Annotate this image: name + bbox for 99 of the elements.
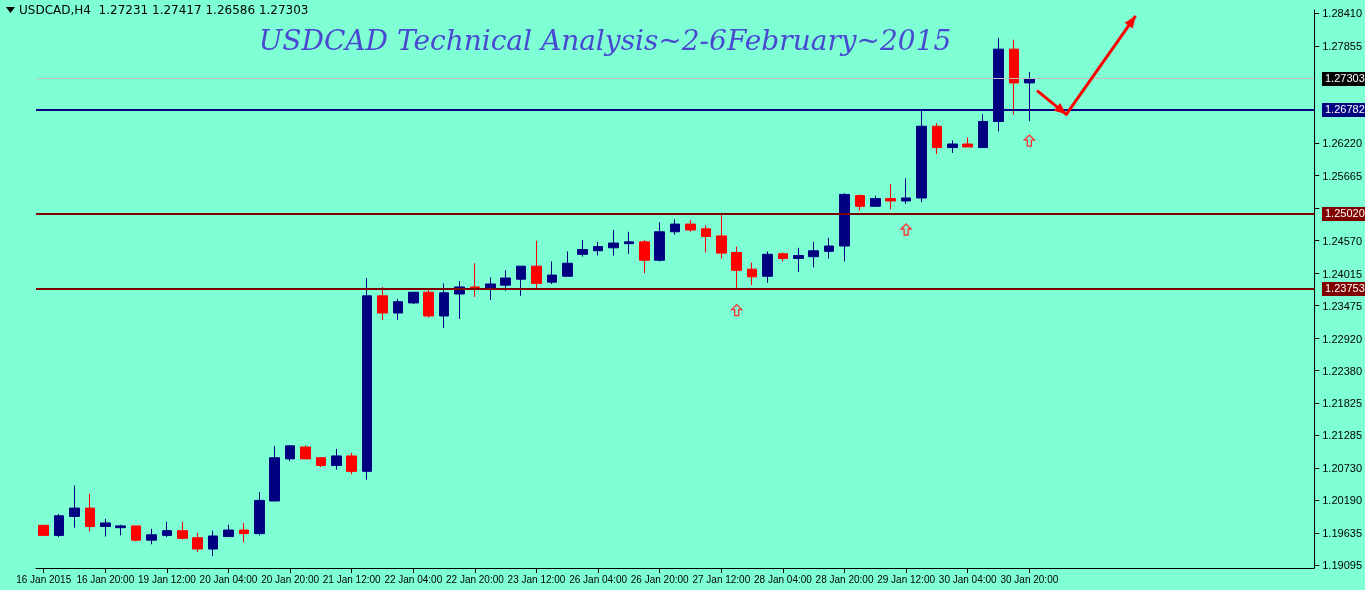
- x-tick-label: 26 Jan 04:00: [569, 573, 628, 585]
- chart-subtitle: USDCAD,H4 1.27231 1.27417 1.26586 1.27303: [19, 3, 309, 17]
- y-tick-label: 1.21285: [1322, 429, 1362, 442]
- candlestick: [778, 252, 788, 262]
- candlestick: [824, 237, 834, 259]
- candlestick: [470, 262, 480, 298]
- y-tick-label: 1.22920: [1322, 332, 1362, 345]
- y-tick-label: 1.26220: [1322, 136, 1362, 149]
- candlestick: [701, 224, 711, 254]
- x-tick-label: 21 Jan 12:00: [322, 573, 382, 585]
- x-tick-label: 19 Jan 12:00: [137, 573, 197, 585]
- candlestick: [516, 265, 526, 297]
- ref-line-label: 1.27303: [1322, 71, 1365, 86]
- candlestick: [808, 241, 819, 268]
- candlestick: [978, 113, 988, 149]
- x-tick-label: 27 Jan 12:00: [692, 573, 751, 585]
- y-tick-label: 1.20730: [1322, 462, 1362, 475]
- candlestick: [639, 239, 650, 274]
- y-tick-label: 1.20190: [1322, 494, 1362, 507]
- candlestick: [885, 183, 896, 210]
- candlestick: [393, 298, 403, 321]
- x-tick-label: 22 Jan 04:00: [384, 573, 443, 585]
- candlestick: [54, 513, 64, 538]
- y-tick-label: 1.27855: [1322, 39, 1362, 52]
- candlestick: [115, 524, 126, 536]
- candlestick: [439, 282, 449, 329]
- x-tick-label: 16 Jan 20:00: [76, 573, 135, 585]
- candlestick: [747, 262, 757, 286]
- candlestick: [624, 231, 634, 255]
- x-tick-label: 28 Jan 20:00: [815, 573, 874, 585]
- x-tick-label: 28 Jan 04:00: [754, 573, 813, 585]
- x-tick-label: 30 Jan 20:00: [1000, 573, 1059, 585]
- candlestick: [608, 229, 619, 256]
- candlestick: [947, 139, 958, 154]
- x-tick-label: 20 Jan 04:00: [199, 573, 258, 585]
- candlestick: [316, 457, 326, 468]
- y-tick-label: 1.24570: [1322, 234, 1362, 247]
- candlestick: [932, 122, 942, 155]
- candlestick: [500, 269, 511, 292]
- y-tick-label: 1.19095: [1322, 559, 1362, 572]
- candlestick: [223, 524, 234, 538]
- candlestick: [870, 195, 881, 207]
- candlestick: [731, 246, 742, 290]
- candlestick: [208, 530, 218, 557]
- candlestick: [762, 250, 773, 284]
- candlestick: [577, 239, 588, 258]
- x-tick-label: 16 Jan 2015: [16, 573, 72, 585]
- y-tick-label: 1.23475: [1322, 299, 1362, 312]
- candlestick: [962, 136, 973, 148]
- candlestick: [377, 286, 388, 321]
- x-tick-label: 20 Jan 20:00: [261, 573, 320, 585]
- candlestick: [485, 276, 496, 301]
- candlestick: [793, 247, 804, 273]
- candlestick: [362, 277, 372, 481]
- candlestick: [593, 241, 603, 256]
- candlestick: [38, 524, 49, 536]
- ref-line-label: 1.26782: [1322, 102, 1365, 117]
- y-tick-label: 1.22380: [1322, 364, 1362, 377]
- candlestick: [300, 444, 311, 460]
- candlestick: [285, 444, 295, 462]
- candlestick: [177, 521, 188, 541]
- candlestick: [855, 193, 865, 211]
- candlestick: [654, 221, 665, 262]
- candlestick: [1009, 39, 1019, 115]
- candlestick: [100, 518, 111, 538]
- candlestick: [85, 493, 95, 532]
- candlestick: [685, 219, 696, 233]
- candlestick: [423, 289, 434, 319]
- text: USDCAD Technical Analysis~2-6February~2015: [257, 24, 953, 57]
- ref-line-label: 1.25020: [1322, 206, 1365, 221]
- candlestick: [269, 445, 280, 502]
- x-tick-label: 29 Jan 12:00: [877, 573, 936, 585]
- x-tick-label: 22 Jan 20:00: [446, 573, 505, 585]
- candlestick: [131, 525, 141, 542]
- candlestick: [716, 214, 727, 259]
- candlestick: [901, 177, 911, 205]
- candlestick: [254, 491, 265, 536]
- candlestick: [547, 260, 557, 285]
- candlestick: [162, 521, 172, 538]
- candlestick: [531, 240, 542, 290]
- x-tick-label: 30 Jan 04:00: [938, 573, 998, 585]
- y-tick-label: 1.25665: [1322, 169, 1362, 182]
- candlestick: [670, 218, 680, 236]
- candlestick: [562, 250, 573, 277]
- y-tick-label: 1.19635: [1322, 527, 1362, 540]
- candlestick: [192, 532, 203, 553]
- y-tick-label: 1.28410: [1322, 6, 1362, 19]
- x-tick-label: 26 Jan 20:00: [630, 573, 690, 585]
- candlestick: [69, 485, 80, 529]
- y-tick-label: 1.24015: [1322, 267, 1362, 280]
- y-tick-label: 1.21825: [1322, 397, 1362, 410]
- candlestick: [146, 528, 157, 545]
- candlestick: [839, 192, 850, 262]
- candlestick: [331, 448, 342, 471]
- x-tick-label: 23 Jan 12:00: [507, 573, 566, 585]
- candlestick: [239, 522, 249, 543]
- candlestick: [346, 452, 357, 475]
- candlestick: [408, 291, 419, 305]
- ref-line-label: 1.23753: [1322, 282, 1365, 297]
